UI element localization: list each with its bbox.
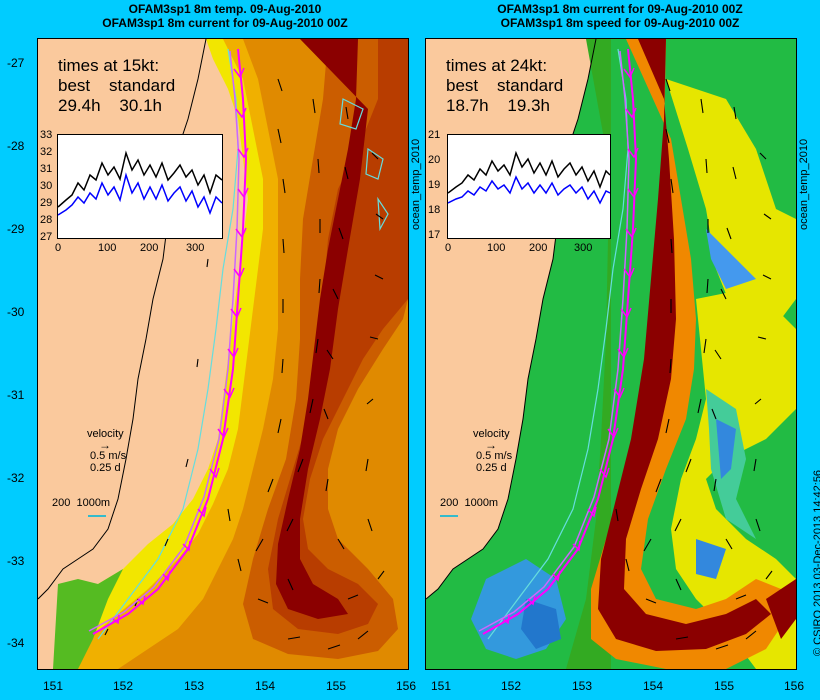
- left-colorbar-label: ocean_temp_2010: [410, 138, 422, 230]
- right-series-standard: [447, 150, 611, 194]
- lon-tick: 156: [396, 679, 417, 693]
- left-map-panel[interactable]: [37, 38, 409, 670]
- lon-tick: 153: [184, 679, 205, 693]
- left-inset-chart: [57, 134, 223, 239]
- right-speed-map: [426, 39, 796, 669]
- route-chevrons: [502, 67, 639, 625]
- right-title-line1: OFAM3sp1 8m current for 09-Aug-2010 00Z: [497, 2, 743, 16]
- inset-ytick: 17: [428, 229, 441, 241]
- inset-xtick: 100: [98, 242, 117, 254]
- inset-xtick: 200: [140, 242, 159, 254]
- left-map-title: OFAM3sp1 8m temp. 09-Aug-2010 OFAM3sp1 8…: [60, 2, 390, 30]
- inset-ytick: 21: [428, 129, 441, 141]
- lon-tick: 152: [113, 679, 134, 693]
- lat-tick: -27: [7, 56, 25, 70]
- inset-xtick: 0: [445, 242, 452, 254]
- inset-ytick: 28: [40, 214, 53, 226]
- left-title-line1: OFAM3sp1 8m temp. 09-Aug-2010: [128, 2, 322, 16]
- inset-xtick: 0: [55, 242, 62, 254]
- lon-tick: 155: [714, 679, 735, 693]
- left-times-box: times at 15kt: best standard 29.4h 30.1h: [58, 56, 175, 116]
- lon-tick: 152: [501, 679, 522, 693]
- lat-tick: -32: [7, 471, 25, 485]
- inset-xtick: 300: [186, 242, 205, 254]
- lat-tick: -34: [7, 636, 25, 650]
- velocity-speed: 0.5 m/s: [90, 450, 127, 462]
- lon-tick: 153: [572, 679, 593, 693]
- lon-tick: 154: [643, 679, 664, 693]
- lon-tick: 151: [431, 679, 452, 693]
- left-contour-legend: 200 1000m: [52, 497, 111, 509]
- inset-ytick: 33: [40, 129, 53, 141]
- inset-ytick: 27: [40, 231, 53, 243]
- left-times-values: 29.4h 30.1h: [58, 96, 162, 115]
- right-times-values: 18.7h 19.3h: [446, 96, 550, 115]
- left-times-header: best standard: [58, 76, 176, 95]
- inset-xtick: 300: [574, 242, 593, 254]
- left-inset-plot: [57, 150, 223, 216]
- right-colorbar-label: ocean_temp_2010: [798, 138, 810, 230]
- lon-tick: 156: [784, 679, 805, 693]
- right-times-header: best standard: [446, 76, 564, 95]
- lat-tick: -28: [7, 139, 25, 153]
- velocity-time: 0.25 d: [476, 462, 507, 474]
- current-vectors: [104, 78, 385, 650]
- velocity-label: velocity: [473, 428, 510, 440]
- route-chevrons: [112, 67, 249, 625]
- copyright-credit: © CSIRO 2013 03-Dec-2013 14:42:56: [812, 469, 820, 656]
- velocity-arrow-icon: →: [99, 438, 111, 452]
- lat-tick: -33: [7, 554, 25, 568]
- inset-ytick: 32: [40, 146, 53, 158]
- inset-ytick: 31: [40, 163, 53, 175]
- current-vectors: [615, 78, 773, 650]
- right-map-panel[interactable]: [425, 38, 797, 670]
- inset-ytick: 20: [428, 154, 441, 166]
- right-contour-legend: 200 1000m: [440, 497, 499, 509]
- lon-tick: 151: [43, 679, 64, 693]
- left-series-best: [57, 172, 223, 216]
- velocity-arrow-icon: →: [485, 438, 497, 452]
- left-times-heading: times at 15kt:: [58, 56, 160, 75]
- velocity-label: velocity: [87, 428, 124, 440]
- inset-ytick: 29: [40, 197, 53, 209]
- velocity-time: 0.25 d: [90, 462, 121, 474]
- velocity-speed: 0.5 m/s: [476, 450, 513, 462]
- right-times-heading: times at 24kt:: [446, 56, 548, 75]
- inset-xtick: 100: [487, 242, 506, 254]
- right-times-box: times at 24kt: best standard 18.7h 19.3h: [446, 56, 563, 116]
- inset-ytick: 30: [40, 180, 53, 192]
- right-series-best: [447, 175, 611, 205]
- inset-ytick: 18: [428, 204, 441, 216]
- lon-tick: 154: [255, 679, 276, 693]
- inset-ytick: 19: [428, 179, 441, 191]
- left-series-standard: [57, 150, 223, 208]
- inset-xtick: 200: [529, 242, 548, 254]
- right-inset-plot: [447, 150, 611, 205]
- lon-tick: 155: [326, 679, 347, 693]
- lat-tick: -30: [7, 305, 25, 319]
- lat-tick: -31: [7, 388, 25, 402]
- right-map-title: OFAM3sp1 8m current for 09-Aug-2010 00Z …: [430, 2, 810, 30]
- right-velocity-legend: velocity → 0.5 m/s 0.25 d: [473, 428, 512, 474]
- right-title-line2: OFAM3sp1 8m speed for 09-Aug-2010 00Z: [500, 16, 740, 30]
- left-title-line2: OFAM3sp1 8m current for 09-Aug-2010 00Z: [102, 16, 348, 30]
- lat-tick: -29: [7, 222, 25, 236]
- left-velocity-legend: velocity → 0.5 m/s 0.25 d: [87, 428, 126, 474]
- right-inset-chart: [447, 134, 611, 239]
